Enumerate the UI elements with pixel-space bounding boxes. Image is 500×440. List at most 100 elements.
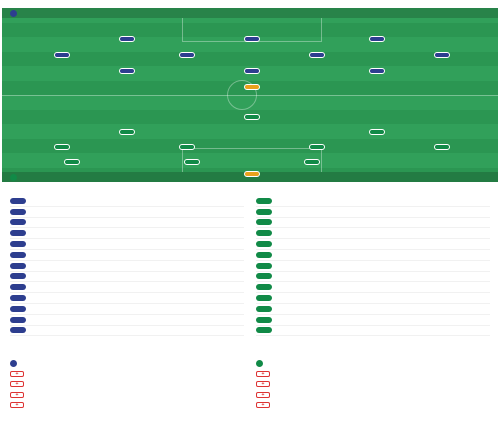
pitch-stripe (2, 138, 498, 153)
injured-player-row[interactable]: + (10, 379, 244, 390)
home-player[interactable] (110, 68, 144, 75)
sub-player-row[interactable] (10, 196, 244, 207)
jersey-number (256, 327, 272, 334)
jersey-number (309, 52, 325, 58)
bottom-penalty-box (182, 148, 322, 172)
injured-player-row[interactable]: + (256, 400, 490, 411)
away-player[interactable] (45, 144, 79, 151)
sub-player-row[interactable] (10, 282, 244, 294)
home-player[interactable] (170, 52, 204, 59)
injured-player-row[interactable]: + (256, 369, 490, 380)
away-team-crest-icon (10, 173, 17, 181)
sub-player-row[interactable] (256, 207, 490, 218)
jersey-number (256, 305, 272, 312)
jersey-number (10, 305, 26, 312)
sub-player-row[interactable] (256, 315, 490, 326)
sub-player-row[interactable] (10, 207, 244, 218)
jersey-number (244, 84, 260, 90)
away-player[interactable] (425, 144, 459, 151)
injury-cross-icon: + (10, 391, 24, 398)
away-subs-list (250, 196, 496, 346)
injured-player-row[interactable]: + (10, 369, 244, 380)
home-player[interactable] (110, 36, 144, 43)
jersey-number (256, 251, 272, 258)
sub-player-row[interactable] (10, 261, 244, 272)
home-subs-list (4, 196, 250, 346)
jersey-number (119, 36, 135, 42)
away-player[interactable] (235, 114, 269, 121)
sub-player-row[interactable] (10, 218, 244, 229)
jersey-number (10, 316, 26, 323)
sub-player-row[interactable] (10, 293, 244, 304)
jersey-number (10, 208, 26, 215)
sub-player-row[interactable] (256, 196, 490, 207)
jersey-number (244, 171, 260, 177)
sub-player-row[interactable] (256, 304, 490, 315)
home-player[interactable] (360, 36, 394, 43)
jersey-number (369, 36, 385, 42)
jersey-number (244, 114, 260, 120)
home-team-bar (2, 8, 498, 18)
jersey-number (244, 68, 260, 74)
jersey-number (10, 197, 26, 204)
jersey-number (256, 295, 272, 302)
injuries-section: + + + + + + + + (0, 358, 500, 422)
home-player[interactable] (425, 52, 459, 59)
away-player[interactable] (295, 159, 329, 166)
sub-player-row[interactable] (256, 218, 490, 229)
away-goalkeeper[interactable] (235, 171, 269, 178)
jersey-number (10, 295, 26, 302)
sub-player-row[interactable] (10, 228, 244, 240)
jersey-number (10, 284, 26, 291)
away-player[interactable] (360, 129, 394, 136)
sub-player-row[interactable] (10, 250, 244, 261)
pitch-stripe (2, 51, 498, 66)
sub-player-row[interactable] (256, 250, 490, 261)
away-player[interactable] (110, 129, 144, 136)
jersey-number (10, 219, 26, 226)
injuries-header (0, 350, 500, 358)
home-team-crest-icon (10, 359, 17, 367)
jersey-number (179, 144, 195, 150)
sub-player-row[interactable] (10, 239, 244, 250)
lineups-header (0, 0, 500, 8)
sub-player-row[interactable] (10, 272, 244, 283)
jersey-number (10, 327, 26, 334)
jersey-number (179, 52, 195, 58)
home-goalkeeper[interactable] (235, 84, 269, 91)
home-player[interactable] (300, 52, 334, 59)
home-injuries-list: + + + + (4, 358, 250, 422)
home-player[interactable] (45, 52, 79, 59)
injured-player-row[interactable]: + (256, 379, 490, 390)
sub-player-row[interactable] (256, 326, 490, 337)
jersey-number (434, 144, 450, 150)
away-player[interactable] (175, 159, 209, 166)
sub-player-row[interactable] (10, 326, 244, 337)
sub-player-row[interactable] (256, 261, 490, 272)
jersey-number (256, 241, 272, 248)
injured-player-row[interactable]: + (10, 390, 244, 401)
away-player[interactable] (170, 144, 204, 151)
jersey-number (184, 159, 200, 165)
sub-player-row[interactable] (256, 272, 490, 283)
center-circle (227, 80, 257, 110)
away-player[interactable] (300, 144, 334, 151)
jersey-number (119, 68, 135, 74)
home-player[interactable] (235, 68, 269, 75)
jersey-number (304, 159, 320, 165)
sub-player-row[interactable] (10, 315, 244, 326)
sub-player-row[interactable] (256, 228, 490, 240)
sub-player-row[interactable] (10, 304, 244, 315)
sub-player-row[interactable] (256, 282, 490, 294)
injury-cross-icon: + (10, 370, 24, 377)
injured-player-row[interactable]: + (256, 390, 490, 401)
sub-player-row[interactable] (256, 239, 490, 250)
injury-cross-icon: + (256, 402, 270, 409)
home-player[interactable] (235, 36, 269, 43)
home-player[interactable] (360, 68, 394, 75)
sub-player-row[interactable] (256, 293, 490, 304)
injured-player-row[interactable]: + (10, 400, 244, 411)
jersey-number (54, 144, 70, 150)
injury-cross-icon: + (10, 381, 24, 388)
away-player[interactable] (55, 159, 89, 166)
